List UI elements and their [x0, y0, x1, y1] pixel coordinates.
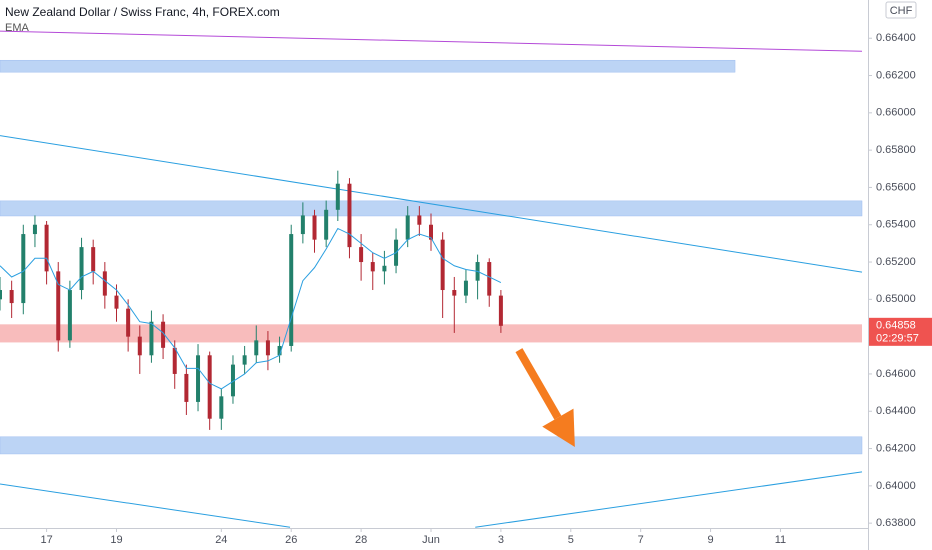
- candle-body: [405, 215, 410, 240]
- candle-body: [230, 364, 235, 397]
- candle-body: [161, 321, 166, 348]
- y-tick-label: 0.65000: [876, 293, 916, 305]
- candle-body: [463, 280, 468, 296]
- x-tick-label: 28: [355, 534, 367, 546]
- x-tick-label: 11: [775, 534, 786, 546]
- candle-body: [44, 224, 49, 272]
- last-price-box: [869, 317, 932, 346]
- candle-body: [370, 262, 375, 272]
- candle-body: [277, 345, 282, 356]
- x-tick-label: Jun: [422, 534, 440, 546]
- trend-line: [475, 471, 863, 528]
- candle-body: [114, 295, 119, 309]
- axes: 0.63800 0.64000 0.64200 0.64400 0.64600 0.648…: [40, 32, 932, 546]
- currency-box[interactable]: [885, 1, 917, 19]
- x-tick-label: 5: [568, 534, 574, 546]
- candle-body: [242, 355, 247, 365]
- y-tick-label: 0.64600: [876, 368, 916, 380]
- candle-body: [498, 295, 503, 326]
- x-tick-label: 24: [215, 534, 227, 546]
- y-tick-label: 0.66400: [876, 32, 916, 44]
- candle-body: [265, 340, 270, 356]
- chart-title: New Zealand Dollar / Swiss Franc, 4h, FO…: [5, 5, 280, 19]
- candle-body: [0, 290, 2, 300]
- candle-body: [324, 209, 329, 240]
- candle-body: [429, 224, 433, 240]
- candle-body: [67, 290, 72, 341]
- candle-body: [149, 321, 154, 356]
- y-tick-label: 0.64400: [876, 405, 916, 417]
- y-tick-label: 0.65400: [876, 219, 916, 231]
- candle-body: [196, 355, 201, 402]
- candle-body: [254, 340, 259, 356]
- x-tick-label: 7: [638, 534, 644, 546]
- candle-body: [21, 234, 26, 304]
- currency-label[interactable]: CHF: [890, 5, 913, 17]
- price-zone: [0, 324, 862, 343]
- candle-body: [289, 234, 294, 346]
- candle-body: [487, 262, 492, 296]
- candle-body: [440, 239, 445, 291]
- trend-line: [0, 135, 863, 273]
- candle-body: [347, 183, 352, 248]
- candle-body: [335, 183, 340, 210]
- candle-body: [172, 347, 177, 374]
- plot-area: [0, 30, 863, 528]
- y-tick-label: 0.65600: [876, 181, 916, 193]
- candle-body: [382, 265, 387, 272]
- countdown-label: 02:29:57: [876, 333, 919, 345]
- y-tick-label: 0.66000: [876, 107, 916, 119]
- candle-body: [452, 290, 457, 296]
- candle-body: [300, 215, 305, 235]
- candle-body: [137, 336, 142, 356]
- candle-body: [219, 396, 224, 419]
- y-tick-label: 0.64200: [876, 442, 916, 454]
- trend-line: [0, 483, 291, 528]
- y-tick-label: 0.65200: [876, 256, 916, 268]
- candle-body: [359, 247, 364, 263]
- candle-body: [126, 308, 131, 337]
- candle-body: [417, 215, 422, 225]
- x-tick-label: 9: [708, 534, 714, 546]
- y-tick-label: 0.64000: [876, 480, 916, 492]
- y-tick-label: 0.65800: [876, 144, 916, 156]
- price-zone: [0, 436, 863, 455]
- y-tick-label: 0.63800: [876, 517, 916, 529]
- candle-body: [102, 271, 107, 296]
- candle-body: [79, 247, 84, 291]
- candle-body: [9, 290, 14, 304]
- x-tick-label: 3: [498, 534, 504, 546]
- candle-body: [91, 247, 96, 272]
- candle-body: [184, 373, 189, 402]
- candle-body: [312, 215, 317, 240]
- indicator-label: EMA: [5, 22, 30, 34]
- arrow-shaft: [515, 348, 562, 420]
- ema-line: [0, 227, 502, 390]
- y-tick-label: 0.66200: [876, 69, 916, 81]
- trend-line: [0, 30, 863, 52]
- candle-body: [56, 271, 61, 341]
- price-zone: [0, 59, 736, 73]
- x-tick-label: 19: [110, 534, 122, 546]
- x-tick-label: 17: [40, 534, 52, 546]
- candle-body: [32, 224, 37, 235]
- x-tick-label: 26: [285, 534, 297, 546]
- candle-body: [207, 355, 212, 419]
- last-price-label: 0.64858: [876, 320, 916, 332]
- arrow-head: [542, 408, 575, 448]
